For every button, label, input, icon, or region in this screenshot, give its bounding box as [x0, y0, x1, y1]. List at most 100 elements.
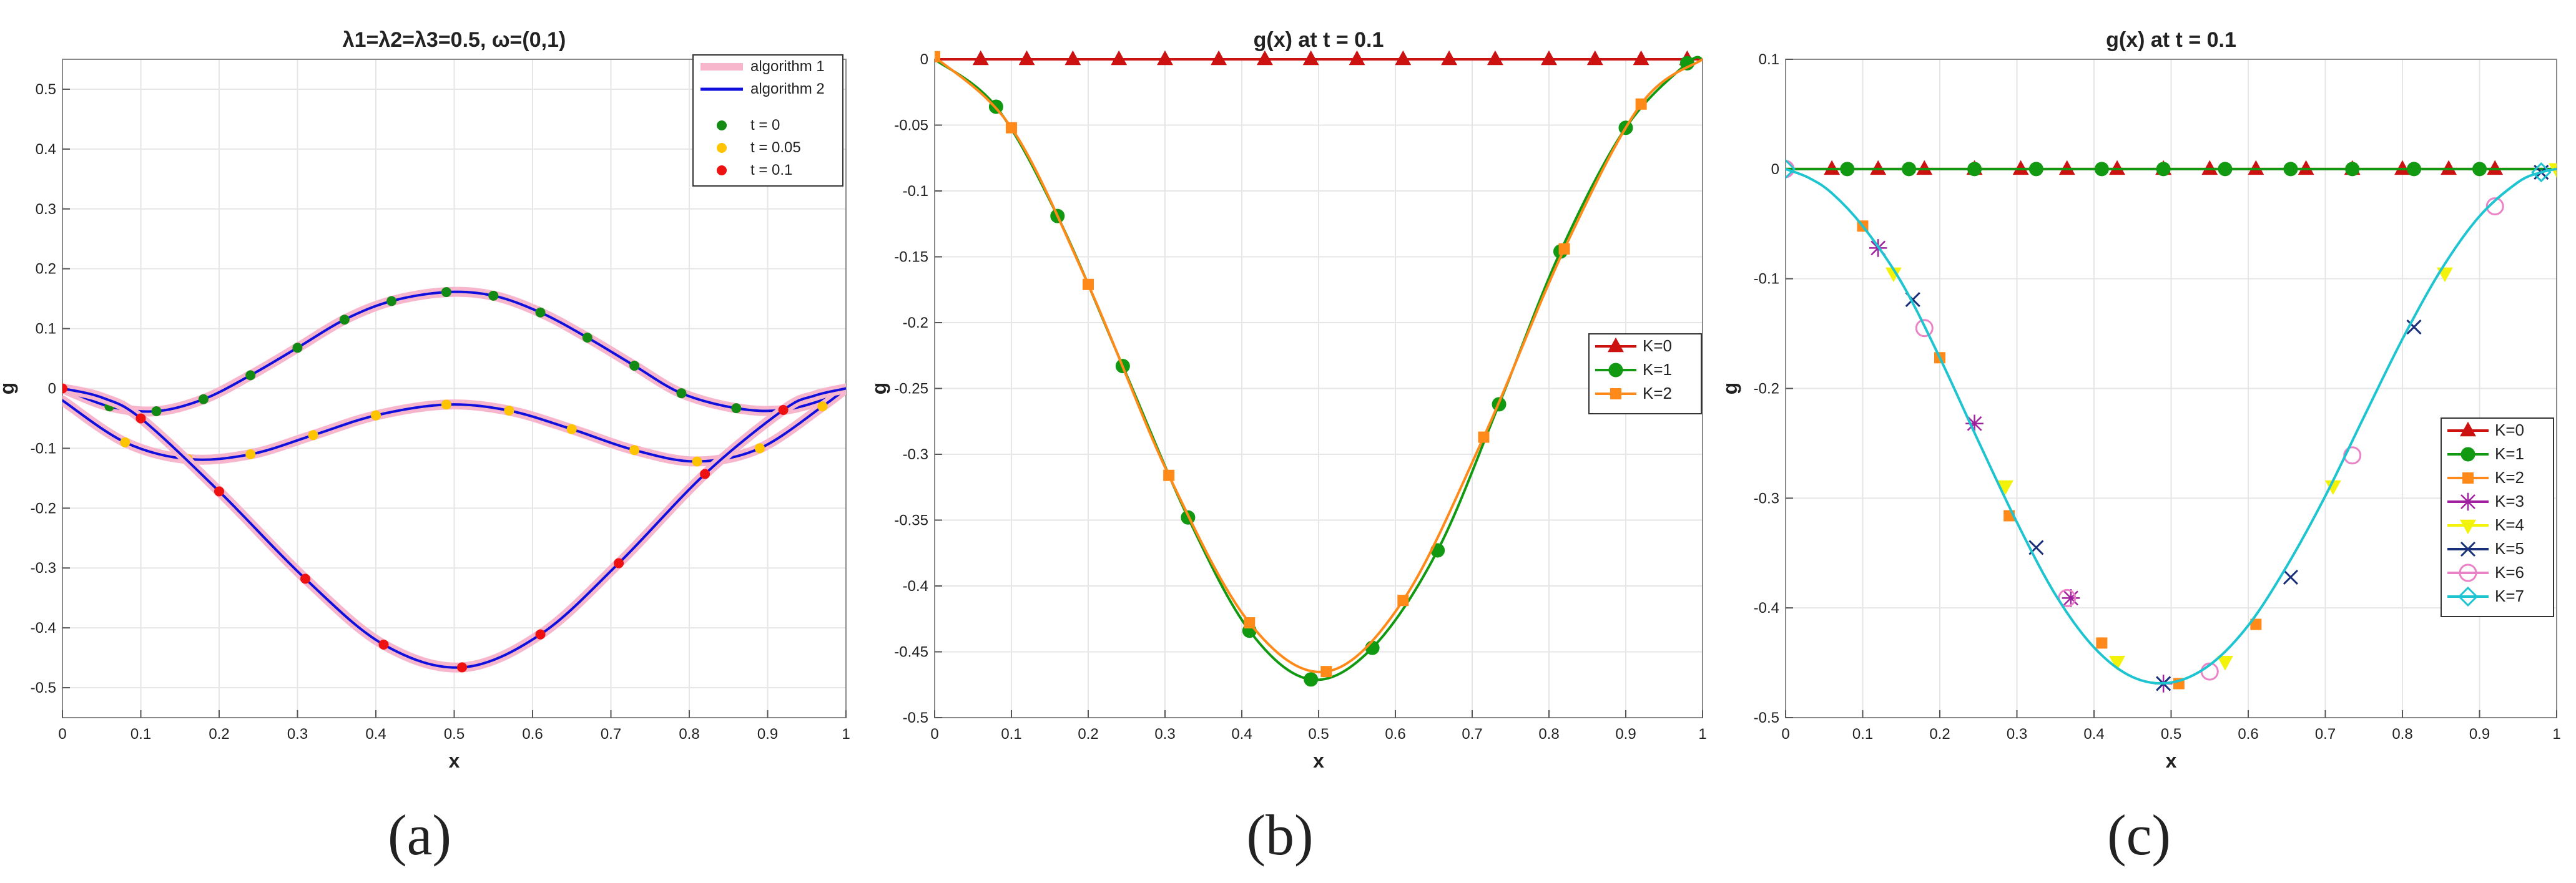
data-point	[535, 629, 546, 640]
y-tick-label: -0.2	[903, 315, 928, 331]
data-point	[1211, 50, 1227, 66]
y-tick-label: -0.2	[31, 500, 56, 517]
data-point	[2487, 160, 2504, 175]
data-point	[1967, 162, 1982, 177]
data-point	[2058, 160, 2075, 175]
legend-label: K=2	[2495, 468, 2524, 487]
plot-series	[62, 286, 846, 673]
data-point	[1633, 50, 1649, 66]
y-tick-label: -0.45	[894, 644, 928, 661]
data-point	[2012, 160, 2029, 175]
data-point	[151, 406, 162, 416]
x-axis-ticks: 0 0.1 0.2 0.3 0.4 0.5 0.6 0.7 0.8 0.9 1	[1781, 710, 2561, 743]
x-tick-label: 0.6	[2238, 726, 2258, 743]
data-point	[731, 403, 742, 414]
data-point	[292, 343, 303, 353]
data-point	[2109, 160, 2125, 175]
data-point	[1840, 162, 1855, 177]
data-point	[2407, 162, 2422, 177]
x-tick-label: 0.3	[287, 726, 308, 743]
data-point	[972, 50, 989, 66]
legend-swatch-marker	[1608, 363, 1623, 378]
legend-label: K=1	[2495, 444, 2524, 463]
data-point	[1304, 672, 1319, 687]
x-tick-label: 0.7	[601, 726, 621, 743]
legend: K=0 K=1 K=2 K=3 K=4 K=5 K=6 K=7	[2441, 417, 2554, 617]
legend-swatch-marker	[2462, 472, 2474, 484]
data-point	[2441, 160, 2457, 175]
legend-swatch-marker	[1608, 337, 1624, 353]
data-point	[1064, 50, 1081, 66]
legend-swatch-marker	[2459, 492, 2477, 511]
x-tick-label: 0.1	[1852, 726, 1873, 743]
chart-panel-3: 0 0.1 0.2 0.3 0.4 0.5 0.6 0.7 0.8 0.9 1-0.5-0.4-0.…	[1719, 28, 2561, 772]
x-tick-label: 1	[842, 726, 850, 743]
data-point	[2062, 589, 2080, 607]
legend-label: K=6	[2495, 563, 2524, 582]
y-tick-label: 0	[920, 51, 928, 68]
legend-swatch-marker	[2460, 447, 2475, 462]
caption-a: (a)	[387, 803, 452, 867]
data-point	[778, 405, 789, 416]
x-tick-label: 0.4	[1231, 726, 1252, 743]
x-axis-ticks: 0 0.1 0.2 0.3 0.4 0.5 0.6 0.7 0.8 0.9 1	[930, 710, 1707, 743]
chart-title: g(x) at t = 0.1	[1254, 28, 1384, 52]
x-tick-label: 0.6	[1385, 726, 1405, 743]
chart-panel-2: 0 0.1 0.2 0.3 0.4 0.5 0.6 0.7 0.8 0.9 1-0.5-0.45-0…	[868, 28, 1707, 772]
y-tick-label: 0.4	[36, 141, 56, 158]
data-point	[1586, 50, 1603, 66]
data-point	[2248, 160, 2264, 175]
data-point	[135, 413, 146, 424]
x-tick-label: 0.3	[1154, 726, 1175, 743]
data-point	[1902, 162, 1917, 177]
data-point	[2298, 160, 2314, 175]
x-tick-label: 0.8	[679, 726, 699, 743]
legend-label: t = 0.1	[750, 162, 792, 178]
data-point	[1916, 160, 1933, 175]
legend-swatch-marker	[1610, 388, 1621, 399]
data-point	[2406, 319, 2422, 335]
y-tick-label: -0.4	[1754, 600, 1779, 617]
y-axis-label: g	[868, 383, 890, 395]
x-tick-label: 0.4	[365, 726, 386, 743]
data-point	[676, 388, 687, 399]
y-tick-label: -0.5	[31, 680, 56, 696]
y-axis-label: g	[1719, 383, 1741, 395]
data-point	[2250, 618, 2262, 630]
legend-label: K=5	[2495, 539, 2524, 558]
x-tick-label: 0.5	[1308, 726, 1329, 743]
x-tick-label: 0	[1781, 726, 1789, 743]
x-tick-label: 0.9	[757, 726, 778, 743]
y-tick-label: -0.1	[31, 440, 56, 457]
y-tick-label: -0.25	[894, 381, 928, 398]
legend-swatch-marker	[2460, 421, 2476, 437]
data-point	[535, 307, 546, 318]
data-point	[1541, 50, 1557, 66]
chart-title: g(x) at t = 0.1	[2106, 28, 2236, 52]
data-point	[2283, 162, 2298, 177]
legend: algorithm 1 algorithm 2 t = 0 t = 0.05 t = 0…	[692, 54, 843, 187]
legend-label: K=0	[1643, 336, 1672, 355]
data-point	[441, 399, 451, 410]
legend-label: K=3	[2495, 492, 2524, 510]
data-point	[2283, 569, 2298, 585]
data-point	[1256, 50, 1273, 66]
x-axis-ticks: 0 0.1 0.2 0.3 0.4 0.5 0.6 0.7 0.8 0.9 1	[58, 710, 850, 743]
legend-label: K=4	[2495, 515, 2524, 534]
data-point	[614, 558, 624, 568]
x-tick-label: 0.8	[1538, 726, 1559, 743]
data-point	[441, 287, 451, 298]
legend-box	[692, 54, 843, 187]
y-tick-label: -0.5	[1754, 710, 1779, 726]
legend: K=0 K=1 K=2	[1588, 333, 1702, 414]
x-axis-label: x	[449, 749, 460, 772]
data-point	[2201, 160, 2218, 175]
data-point	[2218, 162, 2233, 177]
data-point	[582, 332, 592, 343]
grid	[62, 59, 847, 718]
y-tick-label: -0.1	[1754, 271, 1779, 288]
data-point	[504, 405, 514, 416]
legend-swatch-marker	[2459, 563, 2477, 582]
data-point	[2156, 162, 2171, 177]
data-point	[1018, 50, 1035, 66]
